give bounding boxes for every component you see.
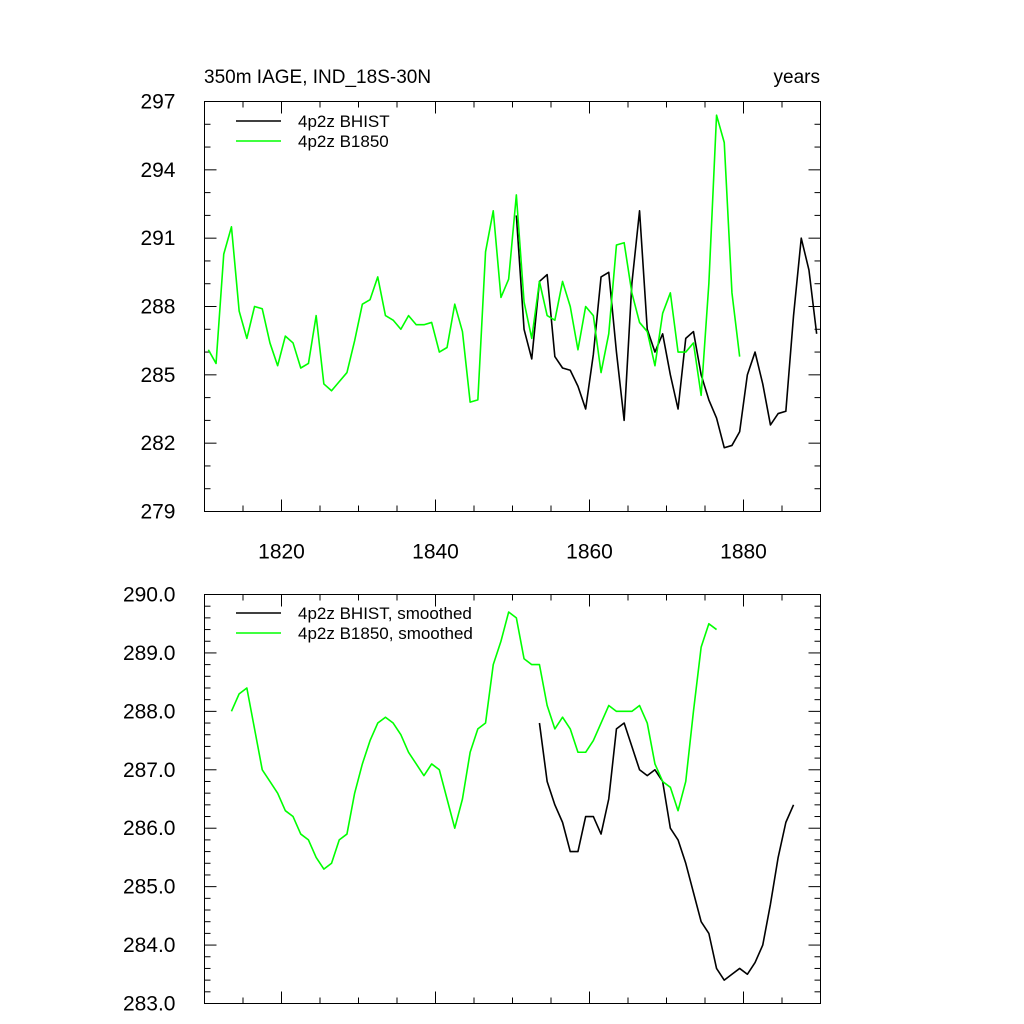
y-tick-label: 279 bbox=[140, 501, 175, 524]
y-tick-label: 284.0 bbox=[123, 934, 176, 957]
legend: 4p2z BHIST, smoothed 4p2z B1850, smoothe… bbox=[236, 604, 473, 643]
y-tick-label: 285.0 bbox=[123, 876, 176, 899]
panel-title-left: 350m IAGE, IND_18S-30N bbox=[204, 67, 431, 88]
y-tick-label: 290.0 bbox=[123, 584, 176, 607]
plot-frame bbox=[204, 101, 821, 512]
y-tick-label: 291 bbox=[140, 227, 175, 250]
y-tick-label: 286.0 bbox=[123, 817, 176, 840]
panel-title-right: years bbox=[774, 67, 820, 88]
plot-frame bbox=[204, 594, 821, 1004]
panel-raw: 350m IAGE, IND_18S-30N years 1820 1840 186… bbox=[140, 67, 821, 564]
y-tick-label: 289.0 bbox=[123, 642, 176, 665]
x-tick-label: 1820 bbox=[258, 541, 305, 564]
legend-label-bhist: 4p2z BHIST bbox=[298, 112, 390, 131]
series-layer bbox=[207, 114, 818, 449]
y-tick-label: 287.0 bbox=[123, 759, 176, 782]
series-line-1 bbox=[207, 114, 741, 403]
x-tick-label: 1860 bbox=[566, 541, 613, 564]
legend-label-b1850: 4p2z B1850 bbox=[298, 132, 389, 151]
x-tick-label: 1880 bbox=[720, 541, 767, 564]
series-layer bbox=[230, 611, 795, 981]
y-tick-label: 288 bbox=[140, 296, 175, 319]
y-tick-label: 297 bbox=[140, 91, 175, 114]
series-line-1 bbox=[230, 611, 718, 870]
y-tick-label: 282 bbox=[140, 432, 175, 455]
series-line-0 bbox=[538, 722, 795, 981]
series-line-0 bbox=[515, 210, 818, 449]
legend-label-b1850-smoothed: 4p2z B1850, smoothed bbox=[298, 624, 473, 643]
ticks-layer: 290.0 289.0 288.0 287.0 286.0 285.0 284.0 283.0 bbox=[123, 584, 821, 1016]
y-tick-label: 288.0 bbox=[123, 700, 176, 723]
x-tick-label: 1840 bbox=[412, 541, 459, 564]
legend-label-bhist-smoothed: 4p2z BHIST, smoothed bbox=[298, 604, 472, 623]
panel-smoothed: 290.0 289.0 288.0 287.0 286.0 285.0 284.0 283.0… bbox=[123, 584, 821, 1016]
ticks-layer: 1820 1840 1860 1880 297 294 291 288 285 282 279 bbox=[140, 91, 821, 564]
y-tick-label: 294 bbox=[140, 159, 175, 182]
y-tick-label: 285 bbox=[140, 364, 175, 387]
legend: 4p2z BHIST 4p2z B1850 bbox=[236, 112, 390, 151]
y-tick-label: 283.0 bbox=[123, 993, 176, 1016]
